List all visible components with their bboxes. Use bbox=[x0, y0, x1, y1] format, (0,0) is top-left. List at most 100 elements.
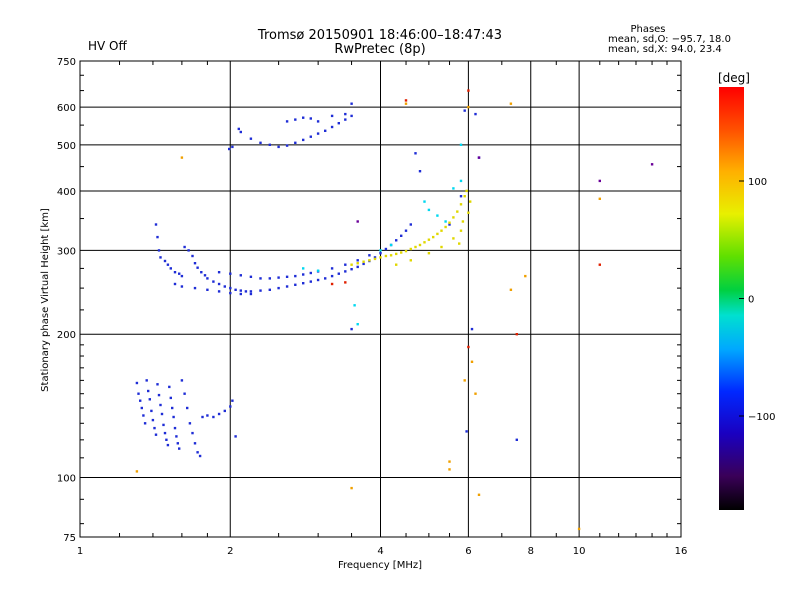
data-point bbox=[191, 254, 194, 258]
data-point bbox=[302, 267, 305, 270]
data-point bbox=[193, 286, 197, 290]
data-point bbox=[234, 288, 237, 291]
data-point bbox=[395, 239, 398, 242]
data-point bbox=[309, 280, 312, 283]
data-point bbox=[344, 281, 347, 284]
data-point bbox=[440, 229, 443, 232]
data-point bbox=[456, 210, 459, 213]
data-point bbox=[353, 304, 356, 307]
data-point bbox=[509, 288, 513, 291]
data-point bbox=[418, 170, 422, 173]
data-point bbox=[294, 118, 297, 121]
data-point bbox=[206, 277, 209, 280]
data-point bbox=[452, 237, 455, 240]
data-point bbox=[344, 118, 347, 121]
data-point bbox=[379, 252, 382, 255]
data-point bbox=[309, 135, 312, 138]
x-tick-label: 8 bbox=[528, 546, 534, 557]
data-point bbox=[316, 132, 320, 135]
data-point bbox=[409, 259, 412, 262]
colorbar-unit: [deg] bbox=[718, 71, 750, 85]
data-point bbox=[249, 292, 253, 296]
data-point bbox=[302, 273, 305, 276]
data-point bbox=[277, 286, 280, 290]
data-point bbox=[217, 271, 221, 274]
data-point bbox=[350, 263, 353, 266]
data-point bbox=[302, 138, 305, 142]
data-point bbox=[285, 120, 289, 123]
data-point bbox=[196, 266, 199, 269]
data-point bbox=[598, 197, 601, 200]
y-tick-label: 300 bbox=[57, 246, 76, 257]
data-point bbox=[427, 208, 431, 212]
phases-o-line: mean, sd,O: −95.7, 18.0 bbox=[608, 34, 731, 45]
data-point bbox=[362, 262, 365, 266]
data-point bbox=[477, 156, 481, 159]
data-point bbox=[145, 379, 148, 382]
data-point bbox=[362, 260, 365, 263]
data-point bbox=[463, 379, 466, 382]
data-point bbox=[239, 292, 242, 296]
y-tick-label: 400 bbox=[57, 187, 76, 198]
data-points bbox=[135, 89, 654, 531]
data-point bbox=[330, 282, 334, 286]
data-point bbox=[277, 145, 280, 149]
data-point bbox=[157, 249, 161, 252]
data-point bbox=[159, 403, 162, 407]
data-point bbox=[183, 245, 186, 249]
data-point bbox=[228, 147, 231, 151]
data-point bbox=[229, 272, 232, 275]
data-point bbox=[404, 229, 408, 232]
data-point bbox=[173, 426, 177, 430]
data-point bbox=[135, 381, 139, 385]
data-point bbox=[166, 263, 170, 266]
data-point bbox=[356, 259, 359, 262]
data-point bbox=[163, 431, 167, 435]
data-point bbox=[234, 435, 237, 438]
data-point bbox=[316, 269, 320, 272]
data-point bbox=[198, 454, 202, 458]
grid-lines bbox=[80, 61, 681, 537]
data-point bbox=[598, 263, 601, 266]
data-point bbox=[477, 493, 481, 496]
data-point bbox=[147, 389, 150, 393]
data-point bbox=[135, 470, 139, 473]
data-point bbox=[373, 256, 377, 259]
data-point bbox=[459, 179, 463, 183]
data-point bbox=[515, 438, 518, 441]
data-point bbox=[509, 102, 513, 105]
data-point bbox=[157, 393, 161, 397]
data-point bbox=[448, 221, 451, 224]
data-point bbox=[249, 275, 253, 278]
y-tick-label: 100 bbox=[57, 474, 76, 485]
data-point bbox=[467, 89, 470, 92]
data-point bbox=[467, 105, 470, 109]
data-point bbox=[156, 383, 159, 386]
x-tick-label: 1 bbox=[77, 546, 83, 557]
data-point bbox=[400, 234, 403, 237]
data-point bbox=[316, 120, 320, 123]
data-point bbox=[137, 392, 140, 395]
data-point bbox=[142, 414, 145, 417]
colorbar-ticks: 100 0 −100 bbox=[739, 177, 775, 423]
data-point bbox=[350, 486, 353, 490]
data-point bbox=[277, 276, 280, 279]
data-point bbox=[186, 406, 189, 410]
data-point bbox=[324, 129, 327, 132]
data-point bbox=[423, 200, 426, 203]
data-point bbox=[239, 274, 242, 277]
data-point bbox=[577, 527, 581, 531]
data-point bbox=[268, 143, 271, 146]
data-point bbox=[139, 399, 142, 402]
data-point bbox=[180, 285, 184, 288]
data-point bbox=[294, 274, 297, 278]
data-point bbox=[459, 195, 463, 198]
data-point bbox=[237, 127, 240, 131]
data-point bbox=[217, 412, 221, 416]
data-point bbox=[524, 274, 527, 278]
phases-x-line: mean, sd,X: 94.0, 23.4 bbox=[608, 44, 722, 55]
data-point bbox=[379, 249, 382, 252]
colorbar-tick-label: 0 bbox=[748, 295, 754, 306]
data-point bbox=[448, 223, 451, 226]
data-point bbox=[452, 216, 455, 219]
